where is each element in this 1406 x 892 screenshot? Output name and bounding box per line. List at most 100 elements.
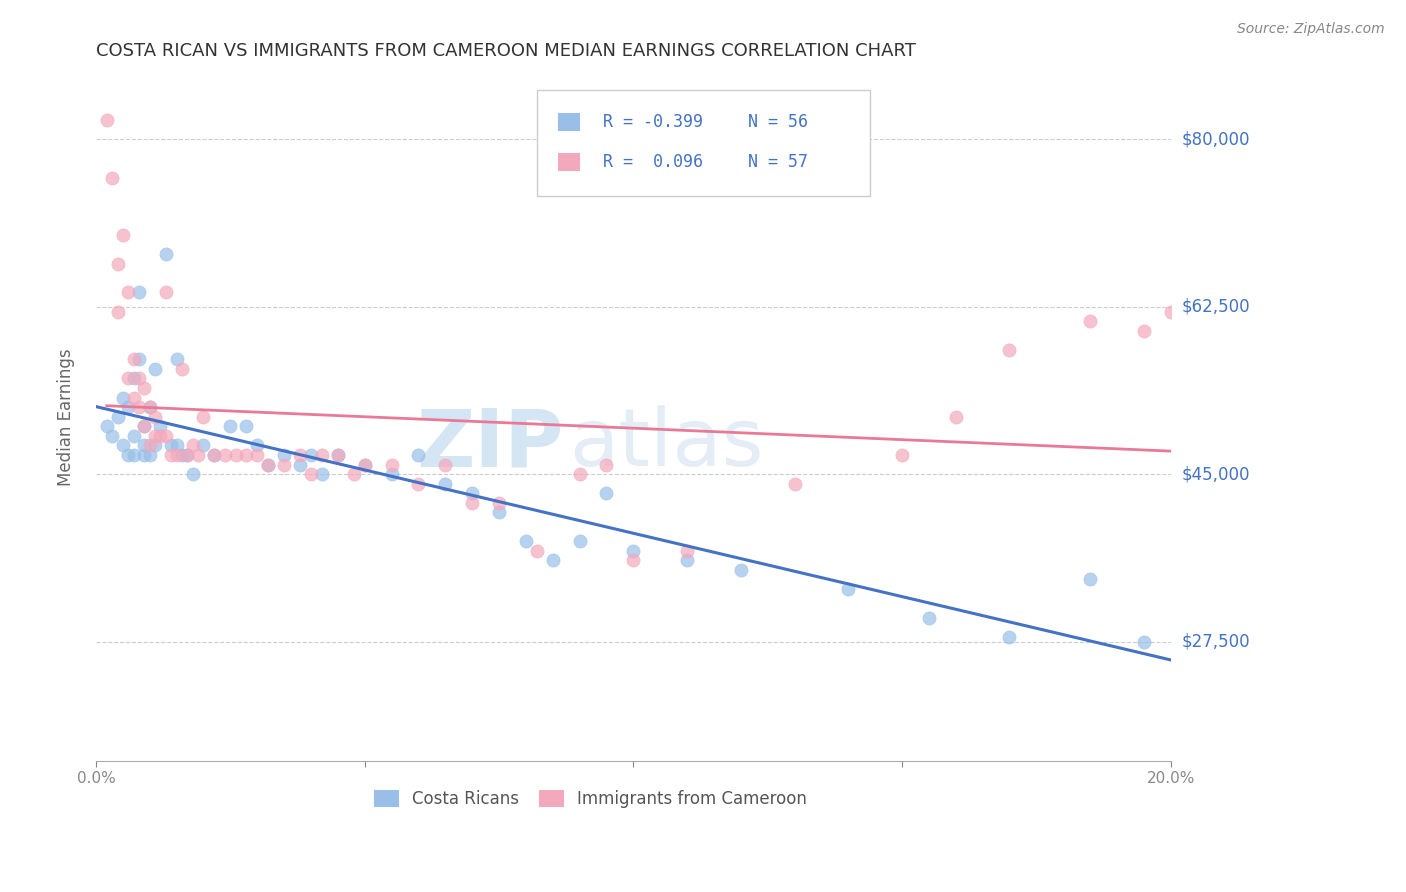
Point <box>193 409 215 424</box>
Point <box>891 448 914 462</box>
Point <box>155 247 177 261</box>
Point <box>117 400 139 414</box>
Point <box>117 448 139 462</box>
Point <box>202 448 225 462</box>
Point <box>273 448 295 462</box>
Point <box>380 458 402 472</box>
Point <box>155 429 177 443</box>
Point <box>128 371 150 385</box>
Point <box>541 553 564 567</box>
Point <box>160 448 183 462</box>
Point <box>326 448 349 462</box>
Legend: Costa Ricans, Immigrants from Cameroon: Costa Ricans, Immigrants from Cameroon <box>367 783 814 814</box>
Point <box>143 409 166 424</box>
Point <box>783 476 806 491</box>
Point <box>434 476 457 491</box>
Point <box>1078 314 1101 328</box>
Point <box>96 419 118 434</box>
Point <box>246 438 269 452</box>
Point <box>128 400 150 414</box>
Point <box>568 467 591 482</box>
Point <box>434 458 457 472</box>
Point <box>526 543 548 558</box>
Text: $80,000: $80,000 <box>1182 130 1250 148</box>
Point <box>143 429 166 443</box>
Point <box>219 419 242 434</box>
Point <box>122 371 145 385</box>
Point <box>225 448 247 462</box>
Point <box>273 458 295 472</box>
Point <box>176 448 198 462</box>
Point <box>246 448 269 462</box>
Point <box>111 391 134 405</box>
Point <box>299 467 322 482</box>
Point <box>235 448 257 462</box>
Point <box>461 486 484 500</box>
Point <box>1078 572 1101 586</box>
Point <box>187 448 209 462</box>
Point <box>1133 324 1156 338</box>
Text: R =  0.096: R = 0.096 <box>603 153 703 171</box>
Point <box>193 438 215 452</box>
Point <box>488 505 510 519</box>
Point <box>134 419 156 434</box>
Point <box>257 458 280 472</box>
Point <box>122 429 145 443</box>
FancyBboxPatch shape <box>537 89 870 196</box>
Point <box>101 170 124 185</box>
Point <box>166 438 188 452</box>
Point <box>343 467 366 482</box>
Point <box>166 352 188 367</box>
Text: $62,500: $62,500 <box>1182 298 1250 316</box>
Point <box>107 304 129 318</box>
Point <box>408 448 430 462</box>
Text: atlas: atlas <box>569 405 763 483</box>
Point <box>96 113 118 128</box>
Point <box>176 448 198 462</box>
Point <box>326 448 349 462</box>
Point <box>730 563 752 577</box>
Point <box>134 381 156 395</box>
Text: $27,500: $27,500 <box>1182 632 1250 650</box>
Point <box>945 409 967 424</box>
Point <box>134 438 156 452</box>
Point <box>837 582 859 596</box>
Point <box>299 448 322 462</box>
Text: COSTA RICAN VS IMMIGRANTS FROM CAMEROON MEDIAN EARNINGS CORRELATION CHART: COSTA RICAN VS IMMIGRANTS FROM CAMEROON … <box>96 42 915 60</box>
Point <box>107 409 129 424</box>
Point <box>1160 304 1182 318</box>
Point <box>122 352 145 367</box>
Point <box>676 553 699 567</box>
Point <box>621 543 644 558</box>
Text: R = -0.399: R = -0.399 <box>603 113 703 131</box>
Point <box>290 448 312 462</box>
Point <box>595 486 617 500</box>
Y-axis label: Median Earnings: Median Earnings <box>58 348 75 485</box>
Point <box>461 496 484 510</box>
Point <box>202 448 225 462</box>
Point <box>181 438 204 452</box>
Point <box>515 534 537 549</box>
Point <box>353 458 375 472</box>
Point <box>111 227 134 242</box>
Point <box>117 285 139 300</box>
Point <box>353 458 375 472</box>
Text: N = 56: N = 56 <box>748 113 808 131</box>
Point <box>290 458 312 472</box>
Point <box>998 630 1021 644</box>
Point <box>311 448 333 462</box>
Point <box>139 438 162 452</box>
Point <box>621 553 644 567</box>
Point <box>143 438 166 452</box>
Point <box>134 419 156 434</box>
Point <box>918 610 941 624</box>
Point <box>149 419 172 434</box>
Point <box>107 257 129 271</box>
Point <box>122 391 145 405</box>
Point <box>595 458 617 472</box>
Bar <box>558 113 579 130</box>
Point <box>101 429 124 443</box>
Point <box>380 467 402 482</box>
Point <box>143 362 166 376</box>
Point <box>170 362 193 376</box>
